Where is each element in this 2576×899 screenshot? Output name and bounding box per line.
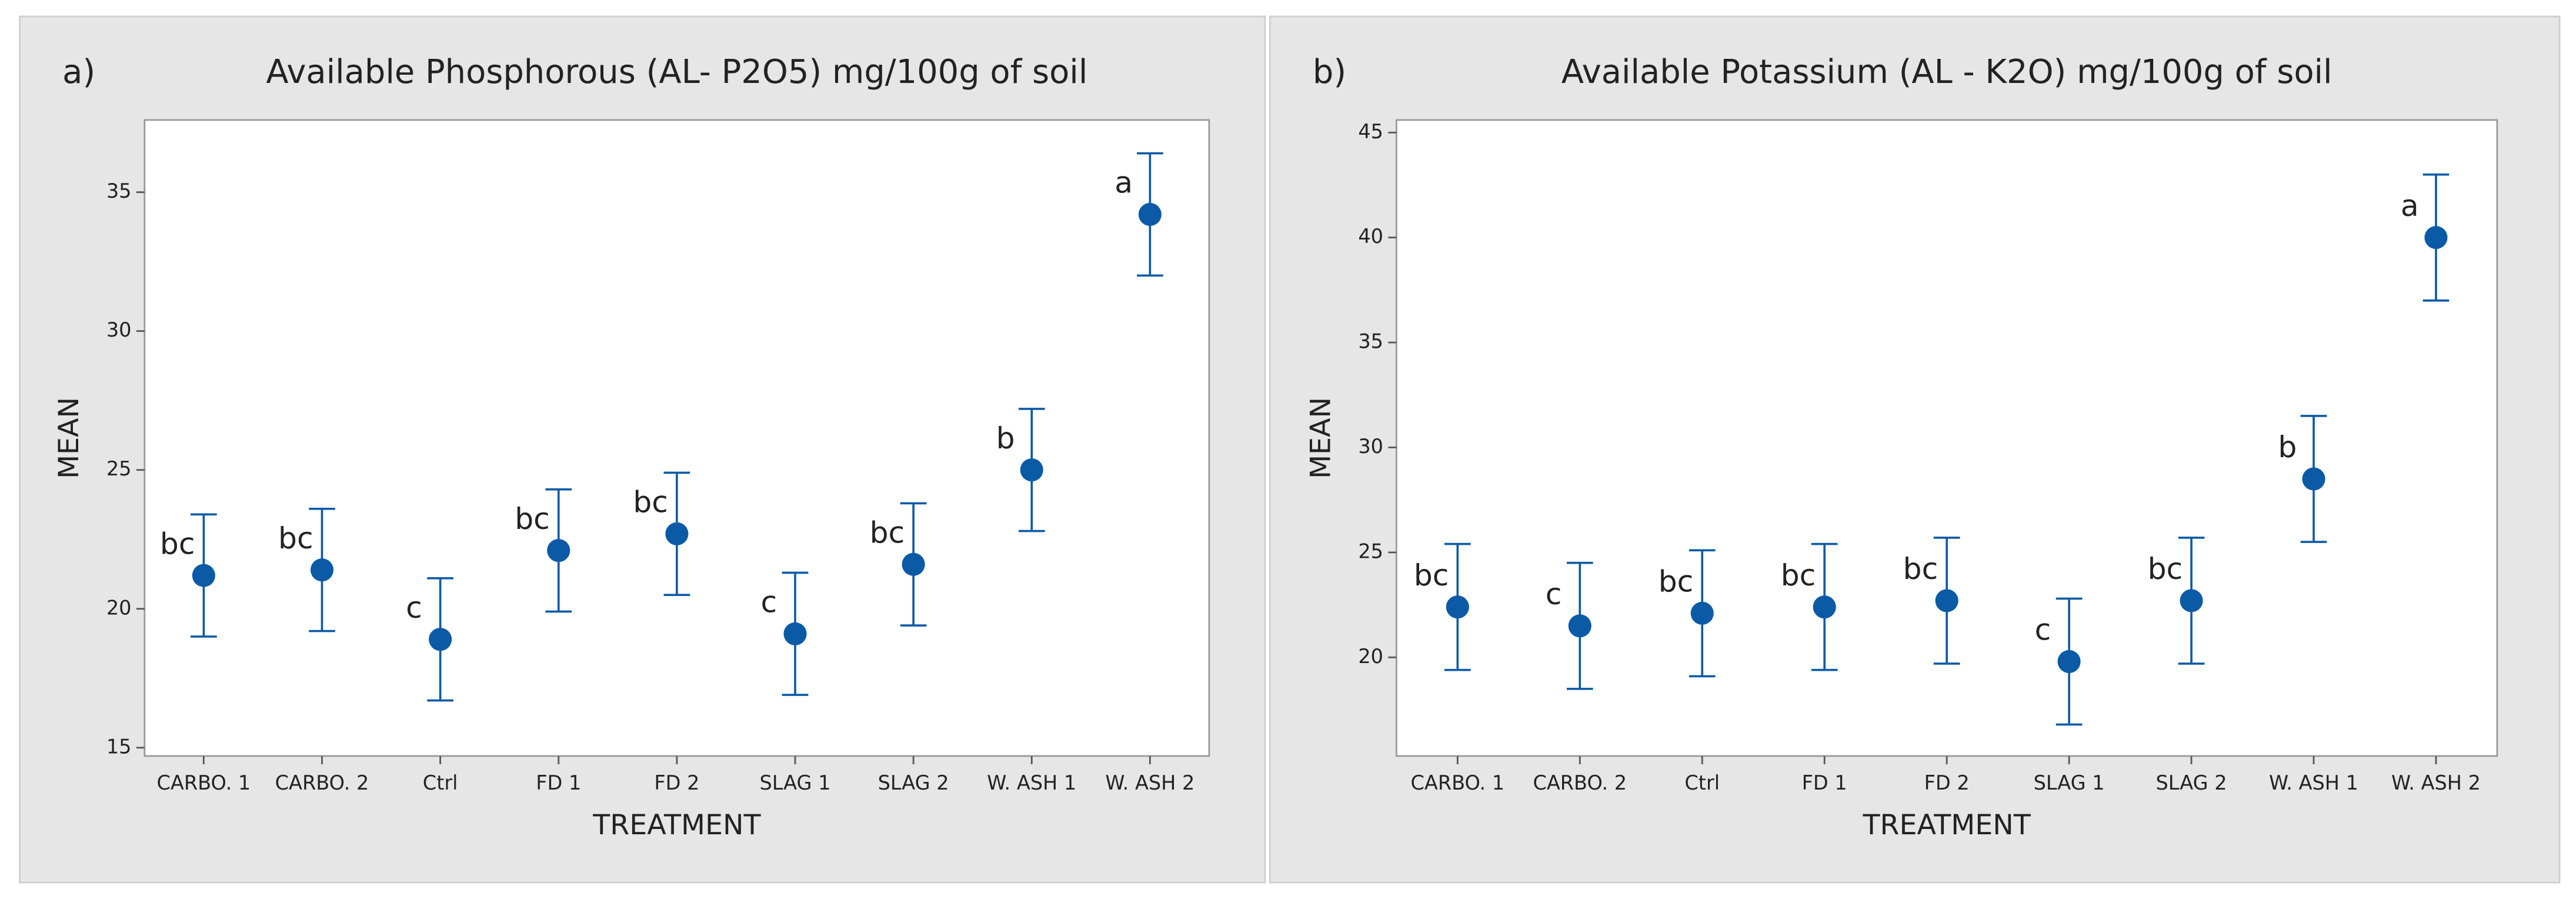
x-tick-label: W. ASH 2 [1105, 771, 1194, 794]
y-tick-label: 45 [1358, 120, 1383, 143]
x-tick-label: CARBO. 2 [275, 771, 369, 794]
mean-point [547, 539, 570, 562]
y-tick-label: 15 [106, 735, 132, 758]
x-axis-title: TREATMENT [592, 809, 761, 841]
x-tick-label: FD 2 [654, 771, 699, 794]
x-tick-label: Ctrl [423, 771, 458, 794]
mean-point [783, 622, 807, 645]
y-tick-label: 20 [106, 596, 132, 619]
group-label: bc [515, 501, 550, 536]
group-label: bc [1659, 564, 1694, 599]
y-tick-label: 20 [1358, 645, 1383, 668]
mean-point [1020, 458, 1043, 482]
panel-label: b) [1313, 53, 1346, 91]
mean-point [2302, 467, 2325, 491]
x-tick-label: SLAG 1 [2034, 771, 2105, 794]
x-tick-label: W. ASH 2 [2391, 771, 2481, 794]
x-tick-label: W. ASH 1 [2269, 771, 2358, 794]
x-tick-label: FD 2 [1924, 771, 1970, 794]
x-tick-label: Ctrl [1684, 771, 1720, 794]
x-tick-label: CARBO. 1 [157, 771, 251, 794]
group-label: bc [1903, 551, 1938, 586]
group-label: bc [2148, 551, 2183, 586]
mean-point [1446, 595, 1469, 619]
mean-point [429, 628, 452, 651]
group-label: a [2401, 188, 2419, 223]
x-tick-label: SLAG 2 [2156, 771, 2227, 794]
y-axis-title: MEAN [53, 397, 85, 479]
group-label: bc [160, 526, 195, 561]
mean-point [1138, 202, 1162, 226]
chart-title: Available Potassium (AL - K2O) mg/100g o… [1561, 53, 2333, 91]
mean-point [310, 558, 334, 582]
y-tick-label: 25 [106, 457, 132, 480]
group-label: b [2278, 429, 2297, 464]
x-tick-label: FD 1 [1802, 771, 1847, 794]
group-label: a [1115, 165, 1133, 200]
y-tick-label: 35 [106, 179, 132, 202]
x-tick-label: W. ASH 1 [987, 771, 1076, 794]
x-tick-label: SLAG 2 [878, 771, 949, 794]
y-tick-label: 30 [1358, 435, 1383, 458]
group-label: bc [633, 485, 668, 520]
plot-area [144, 119, 1210, 757]
x-axis-title: TREATMENT [1863, 809, 2031, 841]
group-label: c [1546, 577, 1562, 611]
group-label: bc [1781, 558, 1816, 592]
group-label: c [406, 590, 422, 625]
mean-point [2424, 226, 2448, 249]
group-label: c [760, 584, 777, 619]
panel-label: a) [62, 53, 95, 91]
mean-point [2057, 650, 2081, 673]
mean-point [192, 564, 215, 587]
mean-point [1813, 595, 1836, 619]
y-axis-title: MEAN [1305, 397, 1337, 479]
group-label: bc [1414, 558, 1449, 592]
group-label: bc [870, 515, 905, 550]
x-tick-label: SLAG 1 [759, 771, 830, 794]
x-tick-label: FD 1 [536, 771, 581, 794]
y-tick-label: 40 [1358, 225, 1383, 248]
group-label: b [996, 421, 1015, 455]
mean-point [1935, 589, 1958, 612]
group-label: c [2035, 612, 2051, 647]
mean-point [1690, 601, 1714, 625]
mean-point [902, 552, 925, 576]
x-tick-label: CARBO. 2 [1533, 771, 1627, 794]
y-tick-label: 25 [1358, 540, 1383, 562]
mean-point [665, 522, 689, 545]
mean-point [1568, 614, 1591, 638]
y-tick-label: 30 [106, 318, 132, 341]
chart-title: Available Phosphorous (AL- P2O5) mg/100g… [266, 53, 1087, 91]
group-label: bc [278, 521, 313, 555]
x-tick-label: CARBO. 1 [1410, 771, 1504, 794]
y-tick-label: 35 [1358, 330, 1383, 353]
mean-point [2180, 589, 2203, 612]
